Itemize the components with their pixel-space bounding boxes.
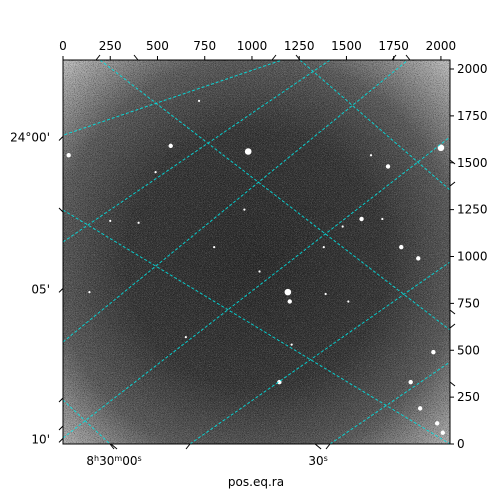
stars-layer (66, 99, 446, 435)
image-noise-light (63, 60, 450, 444)
dec-tick (58, 438, 64, 443)
ra-tick (110, 443, 118, 450)
right-tick-label: 1750 (457, 109, 488, 123)
star (417, 406, 423, 411)
edge-tick (449, 309, 456, 315)
right-tick-label: 1000 (457, 250, 488, 264)
star (359, 216, 364, 222)
star (408, 379, 413, 385)
top-pixel-axis: 0 250 500 750 1000 1250 1500 1750 2000 (59, 39, 456, 60)
top-tick-label: 1500 (331, 39, 362, 53)
star (385, 164, 391, 169)
grid-line (329, 361, 450, 444)
right-tick-label: 1250 (457, 203, 488, 217)
star (66, 153, 71, 158)
top-tick-label: 1000 (237, 39, 268, 53)
edge-tick (58, 397, 64, 403)
grid-edge-ticks (58, 54, 456, 450)
star (341, 225, 344, 228)
right-tick-label: 0 (457, 437, 465, 451)
edge-tick (271, 54, 277, 61)
edge-tick (325, 443, 331, 450)
left-dec-axis: 24°00' 05' 10' (10, 131, 64, 446)
star (290, 343, 293, 346)
star (168, 143, 173, 149)
star (88, 291, 91, 294)
top-tick-label: 250 (99, 39, 122, 53)
dec-tick (58, 136, 64, 141)
edge-tick (133, 54, 139, 61)
edge-tick (58, 425, 64, 431)
ra-tick-label: 8h30m00s (86, 454, 141, 469)
star (287, 299, 292, 304)
star (258, 270, 261, 273)
star (322, 246, 325, 249)
top-tick-label: 750 (193, 39, 216, 53)
star (369, 154, 373, 157)
star (434, 421, 440, 426)
edge-tick (405, 54, 411, 61)
edge-tick (95, 54, 101, 61)
edge-tick (185, 443, 191, 450)
grid-line (63, 60, 283, 136)
star (431, 349, 436, 355)
edge-tick (449, 381, 456, 387)
right-tick-label: 750 (457, 296, 480, 310)
right-tick-label: 250 (457, 390, 480, 404)
top-tick-label: 1750 (378, 39, 409, 53)
grid-line (63, 60, 331, 243)
coordinate-grid (63, 60, 450, 444)
star (154, 171, 157, 174)
edge-tick (449, 159, 456, 165)
edge-tick (449, 181, 456, 187)
grid-line (189, 261, 450, 444)
star (381, 217, 384, 221)
star (243, 208, 246, 211)
x-axis-label: pos.eq.ra (228, 475, 284, 489)
plot-frame (62, 59, 451, 445)
star (437, 144, 445, 152)
right-tick-label: 2000 (457, 62, 488, 76)
right-pixel-axis: 0 250 500 750 1000 1250 1500 1750 2000 (450, 62, 488, 451)
top-tick-label: 500 (146, 39, 169, 53)
star (184, 336, 187, 339)
star (109, 219, 112, 222)
star (324, 292, 327, 296)
star (137, 221, 140, 224)
grid-line (99, 60, 450, 331)
grid-line (63, 399, 111, 444)
star (399, 244, 404, 250)
star (347, 300, 350, 303)
edge-tick (391, 54, 397, 61)
star (197, 99, 201, 102)
star (440, 430, 446, 435)
dec-tick (58, 288, 64, 293)
star (213, 246, 216, 249)
grid-line (63, 209, 450, 444)
star (284, 288, 292, 296)
right-tick-label: 500 (457, 343, 480, 357)
grid-line (63, 60, 409, 343)
top-tick-label: 0 (59, 39, 67, 53)
right-tick-label: 1500 (457, 156, 488, 170)
edge-tick (449, 323, 456, 329)
star (416, 256, 421, 261)
edge-tick (109, 443, 115, 450)
dec-tick-label: 05' (31, 282, 50, 296)
edge-tick (295, 54, 301, 61)
ra-tick (314, 443, 322, 450)
grid-line (63, 136, 450, 439)
top-tick-label: 2000 (426, 39, 457, 53)
ra-tick-label: 30s (308, 454, 327, 469)
top-tick-label: 1250 (284, 39, 315, 53)
dec-tick-label: 10' (31, 432, 50, 446)
bottom-ra-axis: 8h30m00s 30s (86, 443, 328, 469)
plot-area (63, 60, 450, 444)
star (244, 148, 252, 155)
edge-tick (58, 207, 64, 213)
dec-tick-label: 24°00' (10, 131, 50, 145)
grid-line (299, 60, 450, 191)
